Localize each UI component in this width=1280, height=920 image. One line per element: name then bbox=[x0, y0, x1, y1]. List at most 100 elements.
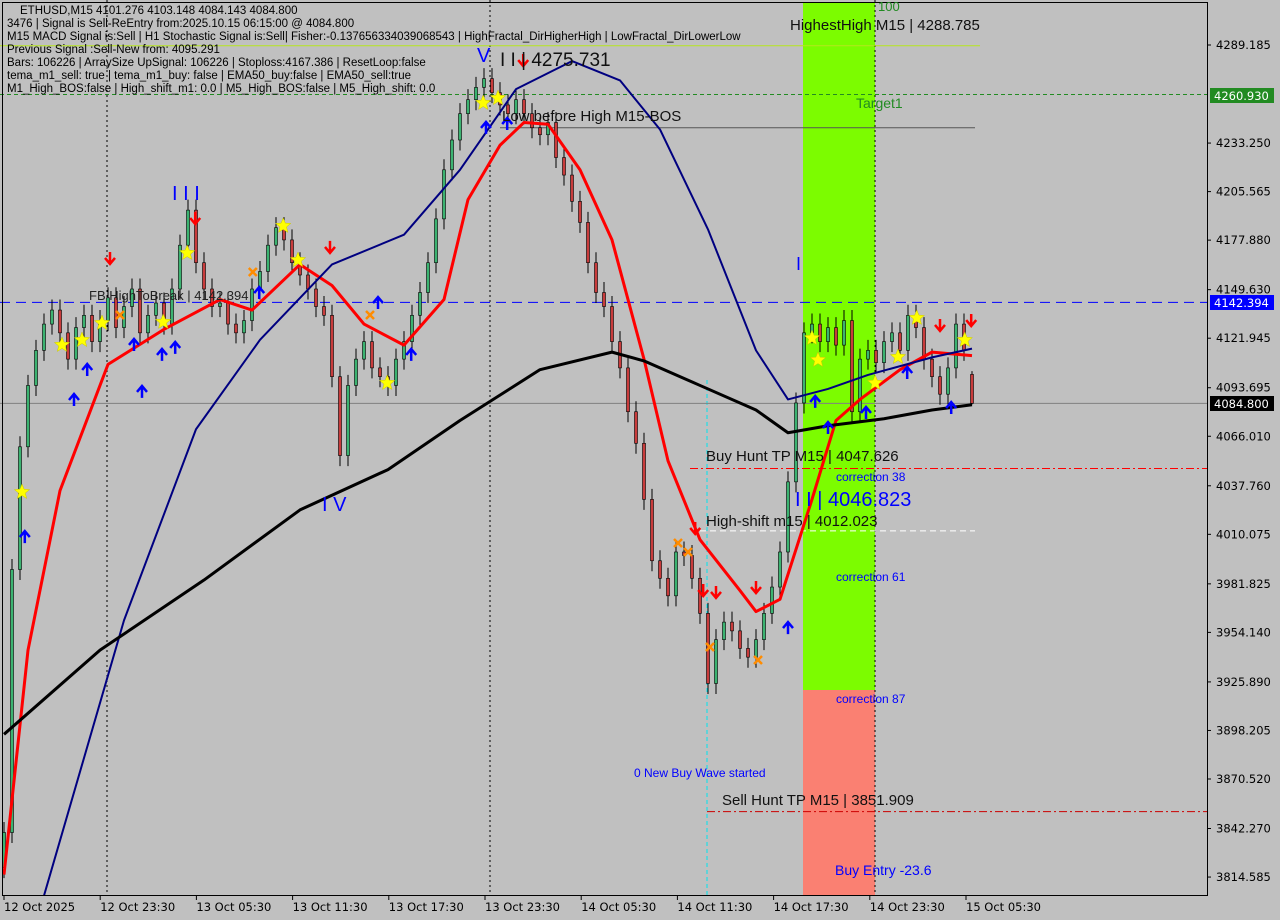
candle-body bbox=[602, 292, 606, 307]
candle-body bbox=[234, 323, 238, 334]
buy-arrow-icon bbox=[782, 620, 794, 635]
candle-body bbox=[242, 320, 246, 334]
cross-icon bbox=[673, 538, 683, 548]
candle-body bbox=[754, 639, 758, 658]
buy-arrow-icon bbox=[169, 339, 182, 354]
sell-hunt-label: Sell Hunt TP M15 | 3851.909 bbox=[722, 792, 914, 809]
candle-body bbox=[154, 302, 158, 316]
wave-v-label: V bbox=[477, 45, 491, 67]
candle-body bbox=[866, 350, 870, 360]
candle-body bbox=[970, 374, 974, 404]
candle-body bbox=[146, 315, 150, 334]
line-ema-slow bbox=[3, 350, 973, 736]
price-tag-current: 4084.800 bbox=[1210, 396, 1274, 411]
x-tick-label: 13 Oct 11:30 bbox=[293, 900, 368, 914]
buy-arrow-icon bbox=[136, 383, 148, 398]
low-before-high-label: Low before High M15-BOS bbox=[502, 108, 681, 125]
buy-arrow-icon bbox=[81, 362, 94, 377]
buy-zone bbox=[803, 3, 875, 690]
buy-arrow-icon bbox=[501, 116, 514, 131]
candle-body bbox=[346, 385, 350, 456]
candle-body bbox=[714, 639, 718, 684]
highest-high-label: HighestHigh M15 | 4288.785 bbox=[790, 17, 980, 34]
candle-body bbox=[314, 288, 318, 307]
candle-body bbox=[802, 332, 806, 404]
star-icon bbox=[73, 331, 91, 348]
price-tag-target: 4260.930 bbox=[1210, 88, 1274, 103]
sell-arrow-icon bbox=[710, 585, 722, 600]
candle-body bbox=[826, 327, 830, 342]
candle-body bbox=[466, 99, 470, 114]
buy-arrow-icon bbox=[68, 392, 80, 406]
star-icon bbox=[13, 483, 31, 500]
candle-body bbox=[482, 78, 486, 88]
star-icon bbox=[93, 314, 111, 331]
candle-body bbox=[402, 341, 406, 360]
candle-body bbox=[90, 315, 94, 342]
buy-arrow-icon bbox=[372, 295, 384, 310]
x-tick-label: 14 Oct 11:30 bbox=[677, 900, 752, 914]
candle-body bbox=[354, 358, 358, 386]
price-axis[interactable]: 4289.185 4233.250 4205.565 4177.880 4149.630… bbox=[1207, 38, 1271, 884]
candle-body bbox=[594, 262, 598, 293]
cross-icon bbox=[753, 655, 763, 665]
buy-arrow-icon bbox=[901, 365, 914, 379]
star-icon bbox=[489, 89, 507, 106]
candle-body bbox=[458, 113, 462, 141]
price-tag-break: 4142.394 bbox=[1210, 295, 1274, 310]
star-icon bbox=[274, 217, 292, 233]
candle-body bbox=[450, 139, 454, 171]
candle-body bbox=[882, 341, 886, 363]
candle-body bbox=[530, 113, 534, 129]
candle-body bbox=[946, 367, 950, 395]
candle-body bbox=[858, 358, 862, 413]
candle-body bbox=[722, 621, 726, 640]
cross-icon bbox=[115, 310, 125, 320]
candle-body bbox=[426, 262, 430, 293]
buy-arrow-icon bbox=[128, 336, 140, 351]
level-lines bbox=[0, 45, 1207, 813]
candles bbox=[2, 68, 974, 879]
star-icon bbox=[178, 244, 196, 261]
line-ema-fast bbox=[2, 120, 973, 875]
price-tag-current-text: 4084.800 bbox=[1214, 397, 1269, 411]
candle-body bbox=[26, 385, 30, 448]
candle-body bbox=[770, 586, 774, 614]
x-tick-label: 13 Oct 05:30 bbox=[196, 900, 271, 914]
candle-body bbox=[442, 169, 446, 220]
candle-body bbox=[930, 358, 934, 377]
sell-arrow-icon bbox=[517, 54, 530, 69]
sell-arrow-icon bbox=[689, 521, 702, 536]
candle-body bbox=[138, 288, 142, 334]
info-panel: ETHUSD,M15 4101.276 4103.148 4084.143 40… bbox=[7, 5, 741, 95]
candle-body bbox=[58, 309, 62, 334]
correction-38-label: correction 38 bbox=[836, 470, 906, 484]
y-tick-label: 4149.630 bbox=[1216, 283, 1271, 297]
new-buy-wave-label: 0 New Buy Wave started bbox=[634, 766, 766, 780]
time-axis[interactable]: 12 Oct 2025 12 Oct 23:30 13 Oct 05:30 13 Oc… bbox=[3, 895, 1041, 914]
candle-body bbox=[178, 244, 182, 290]
x-tick-label: 13 Oct 17:30 bbox=[389, 900, 464, 914]
candle-body bbox=[666, 577, 670, 597]
y-tick-label: 4121.945 bbox=[1216, 331, 1271, 345]
correction-61-label: correction 61 bbox=[836, 570, 906, 584]
info-line-2: M15 MACD Signal is:Sell | H1 Stochastic … bbox=[7, 31, 741, 43]
cross-icon bbox=[683, 547, 693, 557]
candle-body bbox=[562, 157, 566, 176]
candle-body bbox=[554, 122, 558, 158]
x-tick-label: 13 Oct 23:30 bbox=[485, 900, 560, 914]
candle-body bbox=[834, 327, 838, 346]
candle-body bbox=[538, 127, 542, 136]
buy-arrow-icon bbox=[156, 346, 168, 361]
y-tick-label: 3925.890 bbox=[1216, 675, 1271, 689]
info-line-0: ETHUSD,M15 4101.276 4103.148 4084.143 40… bbox=[20, 5, 298, 17]
candle-body bbox=[698, 577, 702, 614]
candle-body bbox=[210, 288, 214, 307]
buy-arrow-icon bbox=[809, 393, 822, 408]
info-line-3: Previous Signal :Sell-New from: 4095.291 bbox=[7, 44, 220, 56]
candle-body bbox=[786, 481, 790, 553]
y-tick-label: 4037.760 bbox=[1216, 479, 1271, 493]
candle-body bbox=[10, 569, 14, 833]
candle-body bbox=[778, 551, 782, 588]
